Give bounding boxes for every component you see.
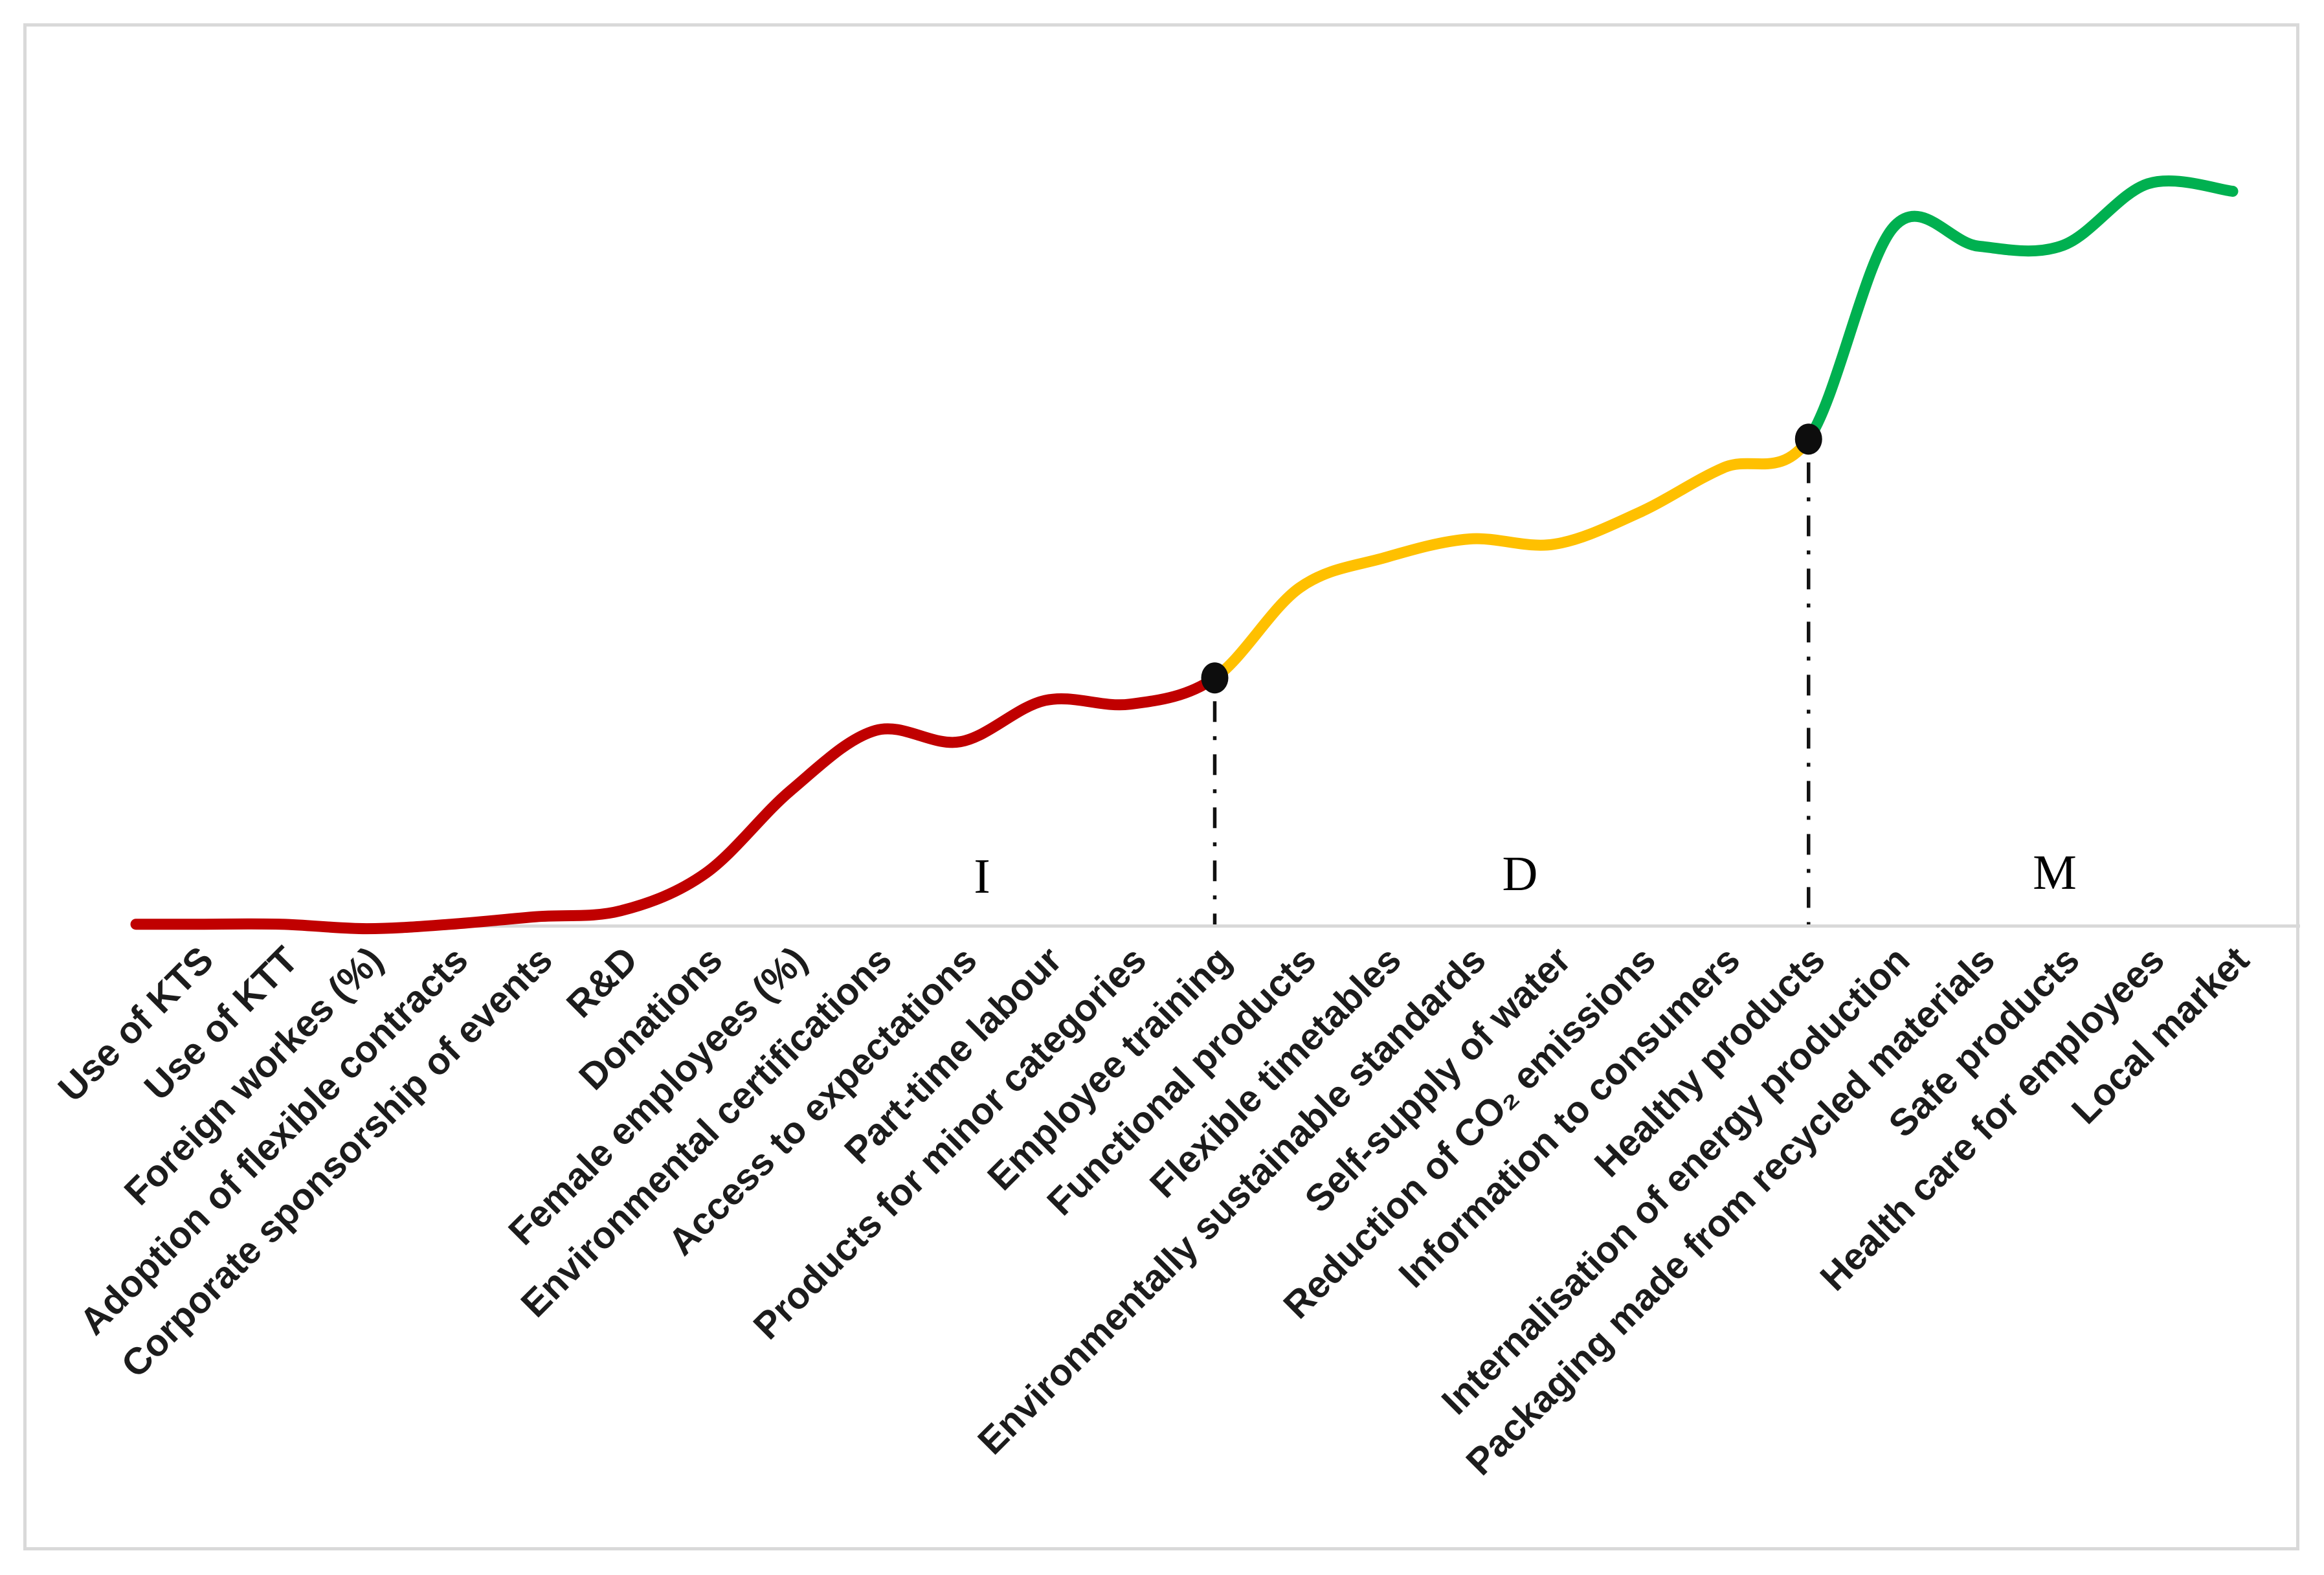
zone-label-D: D [1502,847,1538,901]
curve-segment-introduction [130,672,1220,935]
zone-label-I: I [974,849,990,904]
phase-transition-dot-2 [1794,423,1822,455]
curve-segment-maturity [1803,175,2239,445]
zone-label-M: M [2033,845,2077,900]
curve-segment-development [1209,433,1815,684]
phase-transition-dot-1 [1201,662,1229,694]
chart-border [23,23,2299,1550]
